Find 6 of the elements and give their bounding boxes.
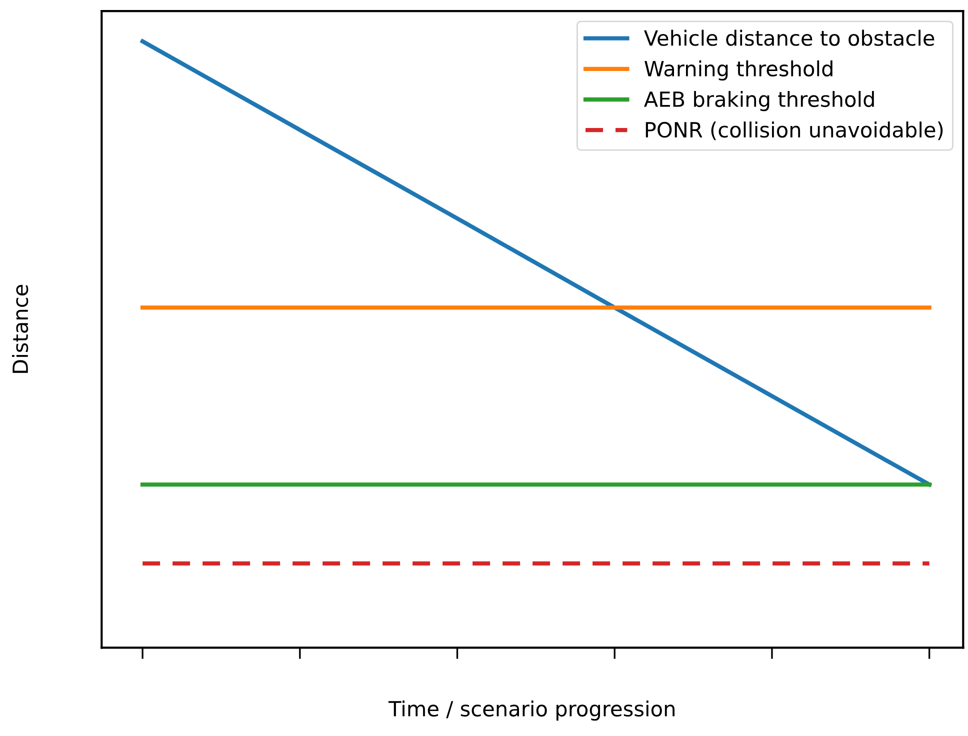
y-axis-title: Distance [12,284,28,373]
legend-label: Vehicle distance to obstacle [644,30,934,46]
legend-label: Warning threshold [644,60,832,81]
legend-label: PONR (collision unavoidable) [646,122,943,140]
x-axis-title: Time / scenario progression [388,700,674,721]
legend-label: AEB braking threshold [644,90,874,112]
